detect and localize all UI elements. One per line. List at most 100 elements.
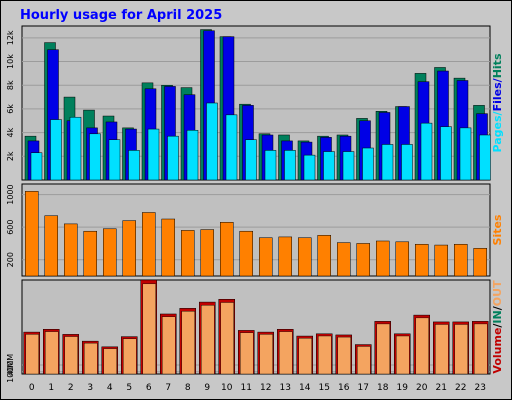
bar-sites — [142, 212, 156, 277]
y-tick-label: 12k — [6, 30, 15, 45]
bar-volume-in — [64, 336, 78, 375]
x-tick-label: 8 — [185, 383, 191, 393]
x-tick-label: 6 — [146, 383, 152, 393]
bar-volume-in — [220, 302, 234, 375]
chart-panels: 2k4k6k8k10k12kPages/Files/Hits2006001000… — [6, 25, 504, 383]
bar-pages — [362, 147, 374, 181]
bar-sites — [278, 236, 292, 277]
bar-sites — [337, 242, 351, 277]
bar-volume-in — [474, 323, 488, 375]
chart-panel-2: 200 600 1000 Sites — [6, 183, 504, 277]
bar-pages — [30, 152, 43, 181]
x-tick-label: 1 — [48, 383, 54, 393]
bar-sites — [239, 230, 253, 277]
bar-sites — [376, 240, 390, 277]
bar-pages — [440, 126, 452, 181]
x-axis: 0 1 2 3 4 5 6 7 8 9 10 11 12 13 14 15 16 17 18 19 20 21 22 23 — [29, 383, 486, 393]
bar-volume-in — [45, 331, 59, 375]
bar-pages — [303, 154, 316, 181]
bar-pages — [323, 151, 335, 181]
x-tick-label: 19 — [397, 383, 409, 393]
axis-label-3: Volume/IN/OUT — [491, 280, 504, 374]
axis-label-separator: / — [491, 323, 504, 328]
bar-pages — [206, 102, 218, 181]
bar-sites — [103, 228, 117, 277]
bar-pages — [69, 116, 82, 181]
bar-pages — [128, 150, 140, 181]
bar-volume-in — [84, 342, 98, 375]
bar-sites — [298, 237, 312, 277]
x-tick-label: 17 — [358, 383, 369, 393]
bar-volume-in — [376, 323, 390, 375]
y-tick-label: 100M — [6, 361, 15, 383]
bar-sites — [259, 237, 273, 277]
y-tick-label: 600 — [6, 220, 15, 235]
x-tick-label: 11 — [241, 383, 252, 393]
x-tick-label: 4 — [107, 383, 113, 393]
bar-volume-in — [454, 324, 468, 375]
y-tick-label: 200 — [6, 252, 15, 267]
bar-volume-in — [337, 336, 351, 375]
y-tick-label: 8k — [6, 80, 15, 90]
bar-pages — [245, 139, 257, 181]
axis-label-part: Volume — [491, 328, 504, 374]
bar-volume-in — [142, 283, 156, 375]
x-tick-label: 3 — [87, 383, 93, 393]
bar-volume-in — [201, 305, 215, 375]
bar-volume-in — [162, 316, 176, 375]
bar-volume-in — [279, 331, 293, 375]
bar-volume-in — [396, 335, 410, 375]
axis-label-part: Hits — [491, 53, 504, 78]
bar-sites — [220, 222, 234, 277]
bar-sites — [317, 235, 331, 277]
chart-title: Hourly usage for April 2025 — [20, 8, 222, 23]
axis-label-part: Pages — [491, 115, 504, 153]
bar-pages — [167, 135, 179, 181]
bar-volume-in — [240, 332, 254, 375]
x-tick-label: 0 — [29, 383, 35, 393]
y-tick-label: 400M — [6, 354, 15, 376]
bar-pages — [186, 129, 199, 181]
x-tick-label: 13 — [280, 383, 291, 393]
x-tick-label: 16 — [338, 383, 350, 393]
x-tick-label: 23 — [475, 383, 486, 393]
bar-volume-in — [259, 334, 273, 375]
x-tick-label: 20 — [416, 383, 428, 393]
x-tick-label: 12 — [260, 383, 271, 393]
plot-area — [21, 183, 491, 277]
axis-label-part: Sites — [491, 214, 504, 245]
bar-pages — [89, 133, 101, 181]
bar-pages — [420, 122, 433, 181]
bar-sites — [434, 244, 448, 277]
bar-volume-in — [357, 346, 371, 375]
bar-sites — [200, 229, 214, 277]
bar-volume-in — [298, 337, 312, 375]
bar-sites — [415, 243, 429, 277]
axis-label-separator: / — [491, 77, 504, 82]
bar-volume-in — [181, 311, 195, 375]
axis-label-1: Pages/Files/Hits — [491, 53, 504, 152]
y-tick-label: 10k — [6, 54, 15, 69]
y-tick-label: 4k — [6, 127, 15, 137]
axis-label-separator: / — [491, 110, 504, 115]
bar-sites — [161, 218, 175, 277]
x-tick-label: 15 — [319, 383, 330, 393]
bar-sites — [454, 243, 468, 277]
bar-sites — [395, 241, 409, 277]
bar-sites — [25, 191, 39, 277]
bar-pages — [108, 139, 121, 181]
plot-area — [21, 279, 491, 375]
bar-pages — [50, 119, 62, 181]
bar-volume-in — [103, 348, 117, 375]
bar-pages — [381, 144, 394, 181]
bar-pages — [284, 150, 296, 181]
axis-label-part: Files — [491, 82, 504, 112]
axis-label-part: OUT — [491, 280, 504, 306]
x-tick-label: 9 — [204, 383, 210, 393]
x-tick-label: 10 — [221, 383, 233, 393]
x-tick-label: 22 — [455, 383, 466, 393]
